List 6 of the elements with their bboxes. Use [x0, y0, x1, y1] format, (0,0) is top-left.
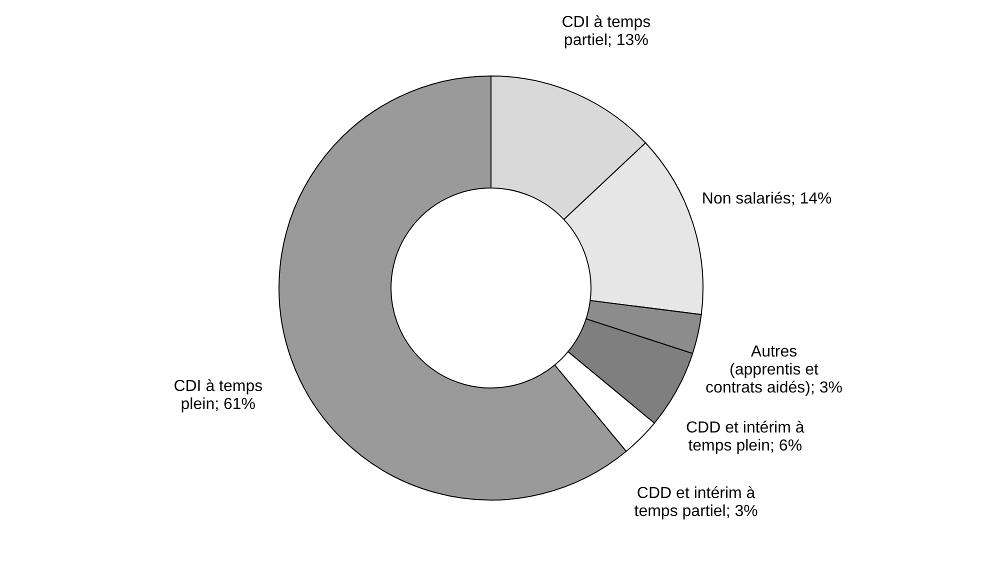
slice-label: CDD et intérim à temps plein; 6% — [686, 420, 804, 455]
slice-label: CDI à temps plein; 61% — [174, 378, 263, 414]
slice-label: Non salariés; 14% — [702, 190, 832, 208]
slice-label: CDI à temps partiel; 13% — [562, 14, 651, 49]
slice-label: CDD et intérim à temps partiel; 3% — [634, 485, 758, 520]
slice-label: Autres (apprentis et contrats aidés); 3% — [706, 343, 842, 396]
